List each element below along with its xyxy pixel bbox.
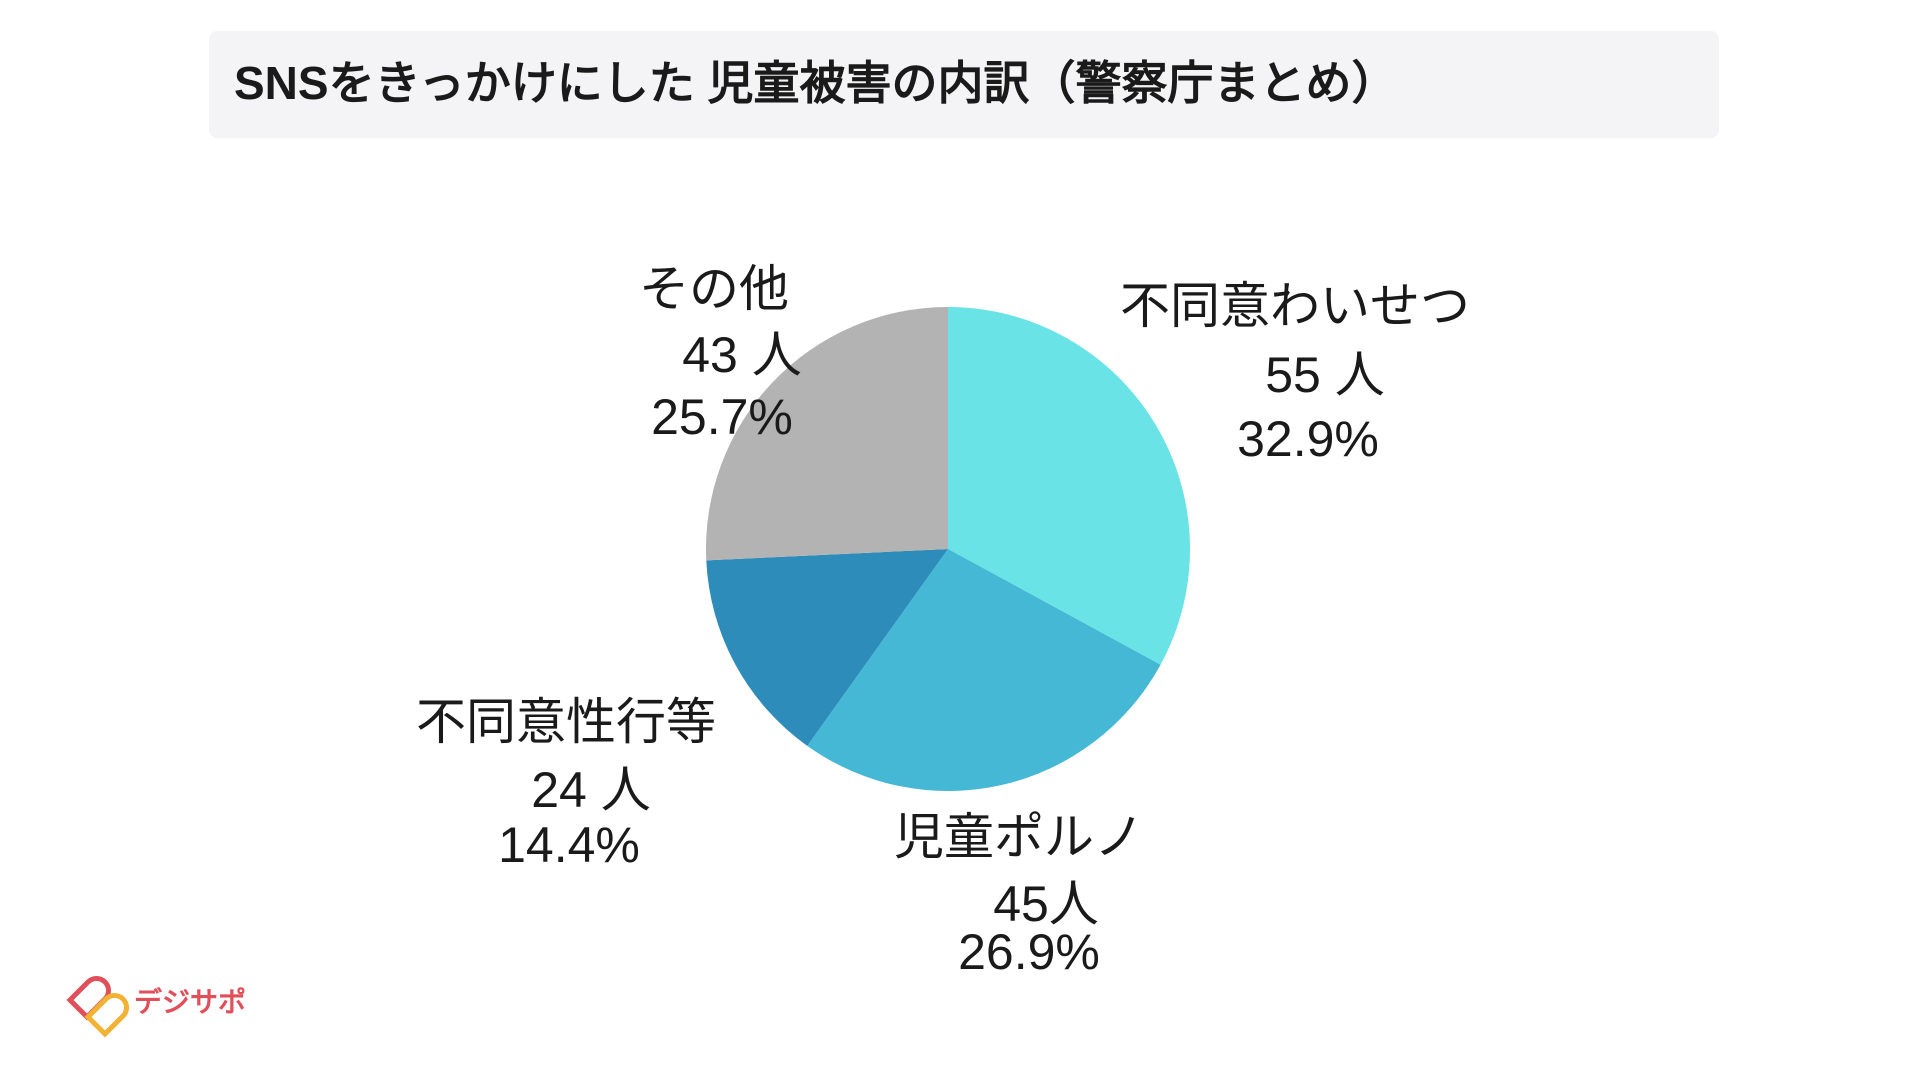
slice-label: 児童ポルノ [894, 809, 1144, 865]
value-label: 43 人 [682, 327, 802, 383]
pie [706, 307, 1190, 792]
percent-label: 25.7% [651, 389, 793, 445]
value-label: 45人 [993, 876, 1099, 932]
value-label: 55 人 [1265, 347, 1385, 403]
value-label: 24 人 [531, 762, 651, 818]
percent-label: 14.4% [498, 817, 640, 873]
logo-heart-right [84, 993, 129, 1038]
slice-label: 不同意わいせつ [1120, 278, 1470, 334]
pie-slice [706, 307, 948, 561]
percent-label: 32.9% [1237, 411, 1379, 467]
slice-label: 不同意性行等 [416, 694, 716, 750]
brand-name: デジサポ [134, 985, 246, 1017]
pie-slice [706, 549, 948, 746]
percent-label: 26.9% [958, 924, 1100, 980]
pie-slice [948, 307, 1190, 665]
title-box [209, 31, 1719, 138]
pie-slice [807, 549, 1161, 792]
logo-heart-left [66, 976, 111, 1021]
brand-logo: デジサポ [66, 976, 246, 1038]
chart-title: SNSをきっかけにした 児童被害の内訳（警察庁まとめ） [234, 57, 1398, 109]
slice-label: その他 [639, 261, 789, 317]
